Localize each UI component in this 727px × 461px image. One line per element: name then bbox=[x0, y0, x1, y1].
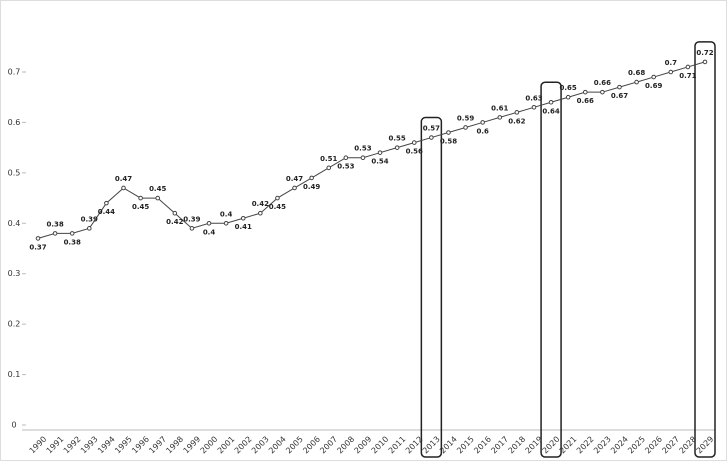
point bbox=[497, 115, 503, 120]
point bbox=[394, 145, 400, 150]
value-label: 0.7 bbox=[665, 59, 678, 67]
point bbox=[429, 135, 434, 140]
value-label: 0.42 bbox=[252, 200, 269, 208]
value-label: 0.69 bbox=[645, 82, 662, 90]
point bbox=[480, 120, 485, 125]
value-label: 0.44 bbox=[98, 208, 115, 216]
value-label: 0.68 bbox=[628, 69, 645, 77]
point bbox=[668, 69, 674, 75]
value-label: 0.63 bbox=[525, 94, 542, 102]
point bbox=[565, 94, 571, 100]
value-label: 0.66 bbox=[594, 79, 611, 87]
point bbox=[463, 125, 468, 130]
point bbox=[702, 59, 708, 65]
y-tick-label: 0.5 bbox=[8, 168, 21, 177]
point bbox=[69, 231, 75, 236]
point bbox=[275, 195, 280, 201]
value-label: 0.47 bbox=[115, 175, 132, 183]
value-label: 0.42 bbox=[166, 218, 183, 226]
point bbox=[309, 175, 314, 181]
value-label: 0.64 bbox=[542, 107, 559, 115]
value-label: 0.55 bbox=[389, 135, 406, 143]
point bbox=[206, 220, 212, 226]
y-tick-label: 0.3 bbox=[8, 269, 21, 278]
value-label: 0.45 bbox=[132, 203, 149, 211]
highlight-box bbox=[540, 81, 562, 458]
value-label: 0.4 bbox=[203, 228, 216, 236]
value-label: 0.38 bbox=[46, 220, 63, 228]
value-label: 0.53 bbox=[337, 163, 354, 171]
point bbox=[240, 215, 246, 221]
point bbox=[582, 89, 588, 95]
value-label: 0.71 bbox=[679, 72, 696, 80]
point bbox=[634, 79, 639, 85]
y-tick-label: 0.1 bbox=[8, 370, 21, 379]
value-label: 0.37 bbox=[29, 243, 46, 251]
point bbox=[138, 195, 143, 201]
point bbox=[548, 99, 554, 105]
value-label: 0.66 bbox=[577, 97, 594, 105]
point bbox=[514, 110, 520, 115]
value-label: 0.45 bbox=[269, 203, 286, 211]
point bbox=[685, 64, 691, 70]
point bbox=[343, 155, 349, 161]
value-label: 0.45 bbox=[149, 185, 166, 193]
point bbox=[360, 155, 366, 161]
point bbox=[104, 200, 109, 206]
y-tick-label: 0 bbox=[11, 421, 16, 430]
value-label: 0.49 bbox=[303, 183, 320, 191]
value-label: 0.54 bbox=[371, 158, 388, 166]
point bbox=[292, 185, 297, 191]
point bbox=[617, 84, 622, 90]
point bbox=[600, 89, 605, 95]
point bbox=[189, 226, 195, 231]
highlight-box bbox=[420, 116, 443, 458]
point bbox=[326, 165, 332, 171]
y-tick-label: 0.6 bbox=[8, 118, 21, 127]
y-tick-label: 0.7 bbox=[8, 68, 21, 77]
highlight-box bbox=[694, 41, 716, 458]
value-label: 0.56 bbox=[406, 148, 423, 156]
y-tick-label: 0.4 bbox=[8, 219, 21, 228]
value-label: 0.53 bbox=[354, 145, 371, 153]
value-label: 0.61 bbox=[491, 104, 508, 112]
point bbox=[52, 231, 58, 236]
value-label: 0.67 bbox=[611, 92, 628, 100]
value-label: 0.39 bbox=[183, 215, 200, 223]
point bbox=[377, 150, 383, 155]
value-label: 0.72 bbox=[696, 49, 713, 57]
value-label: 0.58 bbox=[440, 138, 457, 146]
value-label: 0.62 bbox=[508, 117, 525, 125]
point bbox=[172, 210, 178, 216]
value-label: 0.6 bbox=[476, 127, 489, 135]
y-tick-label: 0.2 bbox=[8, 320, 21, 329]
value-label: 0.38 bbox=[64, 238, 81, 246]
value-label: 0.59 bbox=[457, 114, 474, 122]
value-label: 0.41 bbox=[235, 223, 252, 231]
point bbox=[651, 74, 656, 80]
value-label: 0.65 bbox=[560, 84, 577, 92]
line bbox=[37, 61, 706, 239]
value-label: 0.39 bbox=[81, 215, 98, 223]
point bbox=[223, 220, 229, 226]
point bbox=[87, 226, 92, 231]
point bbox=[258, 210, 263, 216]
value-label: 0.51 bbox=[320, 155, 337, 163]
point bbox=[155, 195, 161, 201]
value-label: 0.47 bbox=[286, 175, 303, 183]
point bbox=[411, 140, 417, 145]
point bbox=[121, 185, 126, 191]
value-label: 0.4 bbox=[220, 210, 233, 218]
point bbox=[531, 105, 537, 110]
value-label: 0.57 bbox=[423, 125, 440, 133]
point bbox=[446, 130, 451, 135]
point bbox=[35, 236, 41, 241]
